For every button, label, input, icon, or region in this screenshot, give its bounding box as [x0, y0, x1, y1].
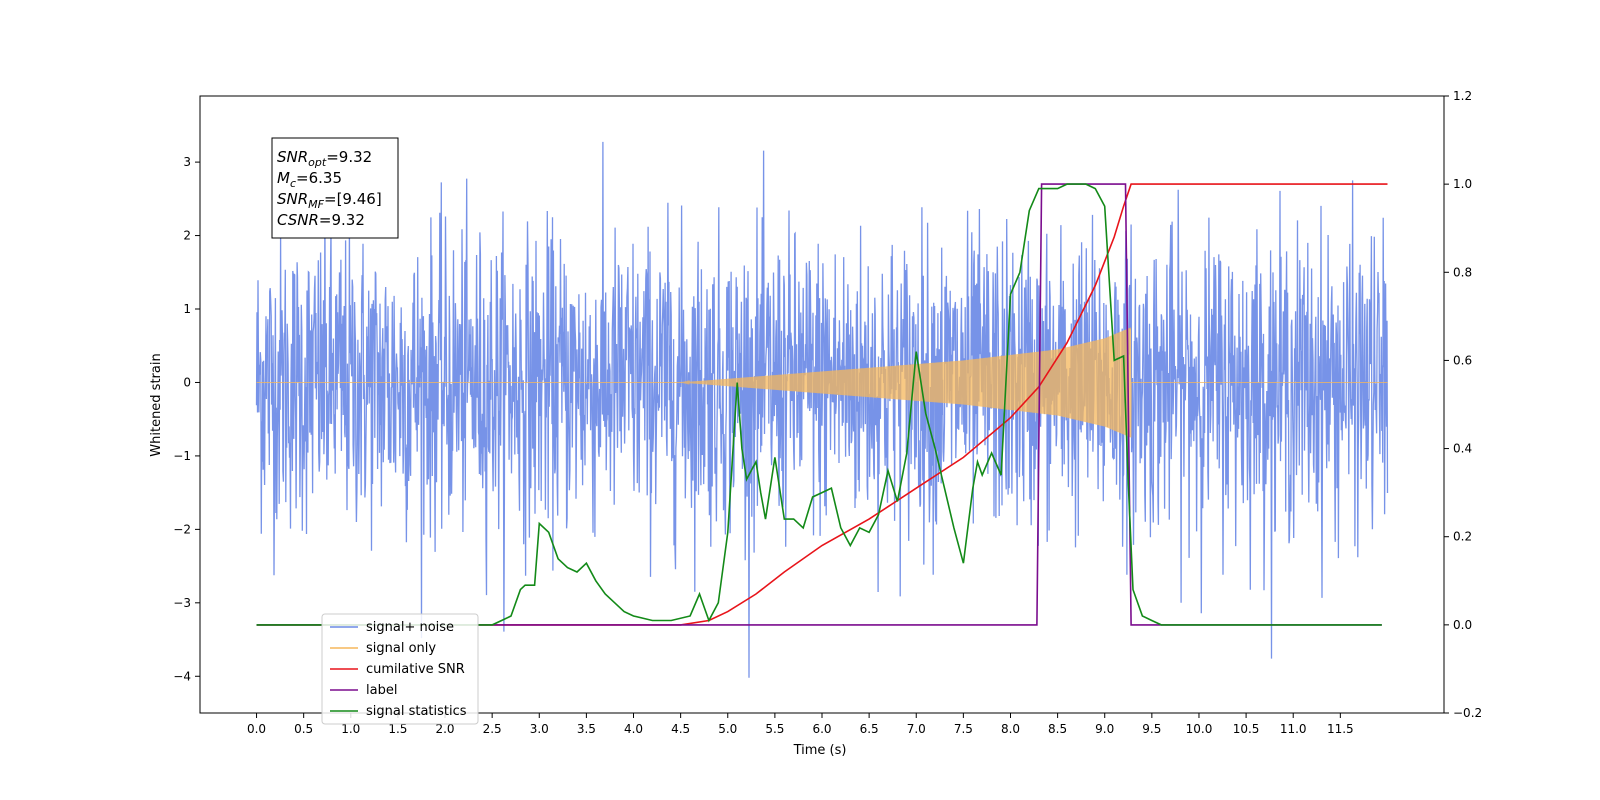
x-tick-label: 3.5: [577, 722, 596, 736]
legend-entry: signal only: [366, 641, 436, 656]
y-axis-label: Whitened strain: [149, 353, 164, 456]
x-tick-label: 2.5: [483, 722, 502, 736]
x-tick-label: 8.0: [1001, 722, 1020, 736]
x-tick-label: 10.5: [1233, 722, 1260, 736]
y-tick-label: 2: [183, 229, 191, 243]
y-tick-label: 0: [183, 375, 191, 389]
y2-tick-label: 0.0: [1453, 618, 1472, 632]
x-tick-label: 6.5: [860, 722, 879, 736]
x-tick-label: 4.0: [624, 722, 643, 736]
y2-tick-label: 0.4: [1453, 442, 1472, 456]
x-tick-label: 7.0: [907, 722, 926, 736]
x-tick-label: 9.5: [1142, 722, 1161, 736]
x-tick-label: 5.5: [765, 722, 784, 736]
x-tick-label: 7.5: [954, 722, 973, 736]
legend-frame: [321, 613, 479, 725]
x-tick-label: 3.0: [530, 722, 549, 736]
y-tick-label: −4: [173, 669, 191, 683]
annotation-frame: [271, 137, 399, 239]
annotation-line: CSNR=9.32: [277, 211, 365, 229]
series-line-signal-statistics: [256, 183, 1382, 626]
legend-entry: signal statistics: [366, 704, 467, 719]
x-tick-label: 0.0: [247, 722, 266, 736]
annotation-line: Mc=6.35: [277, 169, 342, 190]
x-tick-label: 1.5: [388, 722, 407, 736]
series-line-signal-noise: [255, 141, 1389, 678]
x-tick-label: 9.0: [1095, 722, 1114, 736]
series-line-signal-only: [256, 327, 1388, 438]
y-tick-label: 3: [183, 155, 191, 169]
legend: signal+ noise signal only cumilative SNR la…: [321, 613, 479, 725]
y2-tick-label: 1.2: [1453, 89, 1472, 103]
x-tick-label: 5.0: [718, 722, 737, 736]
x-tick-label: 8.5: [1048, 722, 1067, 736]
legend-entry: cumilative SNR: [366, 662, 465, 677]
series-line-cumulative-snr: [256, 183, 1388, 626]
legend-entry: signal+ noise: [366, 620, 454, 635]
annotation-line: SNRMF=[9.46]: [277, 190, 382, 211]
x-tick-label: 10.0: [1186, 722, 1213, 736]
y-tick-label: −3: [173, 596, 191, 610]
y-tick-label: −1: [173, 449, 191, 463]
x-tick-label: 11.0: [1280, 722, 1307, 736]
y-tick-label: 1: [183, 302, 191, 316]
x-axis-label: Time (s): [793, 743, 847, 758]
y-tick-label: −2: [173, 522, 191, 536]
y2-tick-label: 0.6: [1453, 353, 1472, 367]
y2-tick-label: −0.2: [1453, 706, 1482, 720]
legend-entry: label: [366, 683, 397, 698]
annotation-line: SNRopt=9.32: [277, 148, 372, 169]
y2-tick-label: 1.0: [1453, 177, 1472, 191]
x-tick-label: 11.5: [1327, 722, 1354, 736]
y2-tick-label: 0.8: [1453, 265, 1472, 279]
y2-tick-label: 0.2: [1453, 530, 1472, 544]
x-tick-label: 4.5: [671, 722, 690, 736]
x-tick-label: 0.5: [294, 722, 313, 736]
x-tick-label: 2.0: [435, 722, 454, 736]
x-tick-label: 6.0: [812, 722, 831, 736]
x-tick-label: 1.0: [341, 722, 360, 736]
